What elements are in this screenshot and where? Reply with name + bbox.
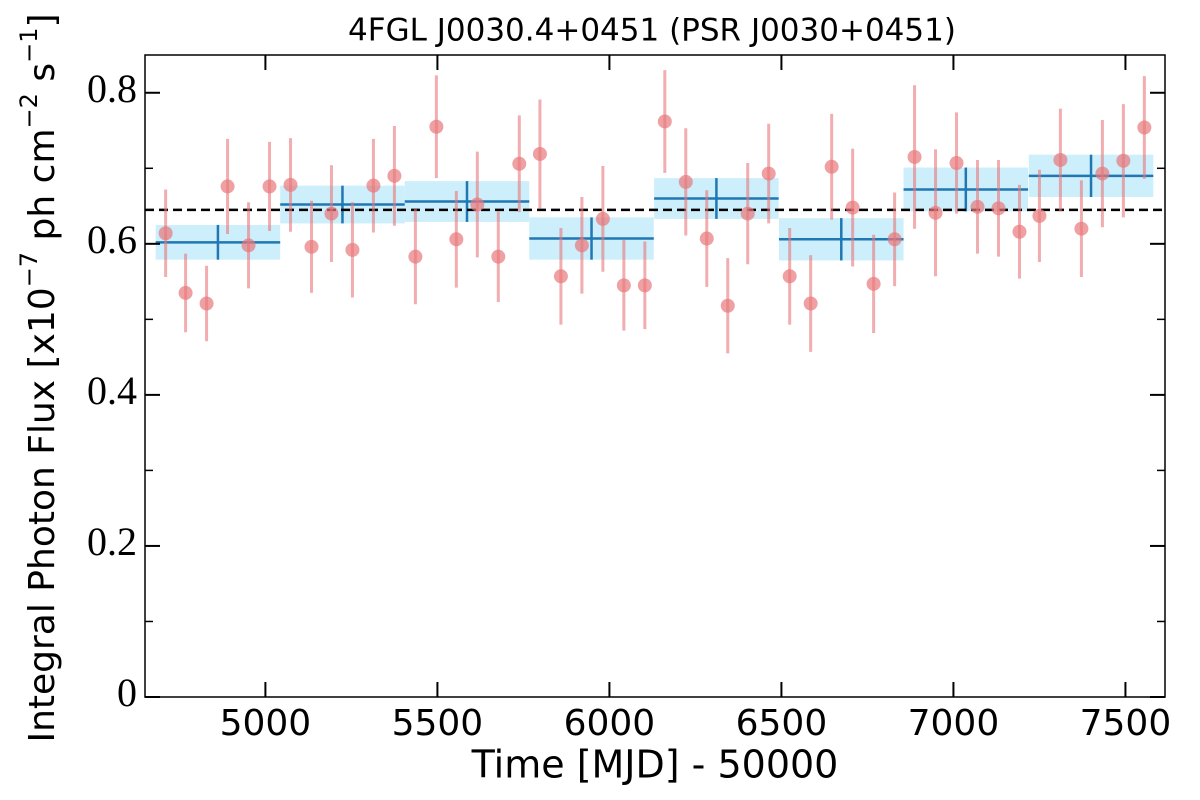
plot-frame bbox=[144, 54, 1166, 698]
point bbox=[429, 119, 444, 134]
point bbox=[387, 168, 402, 183]
point bbox=[1095, 166, 1110, 181]
point bbox=[720, 298, 735, 313]
point bbox=[1053, 152, 1068, 167]
point bbox=[345, 242, 360, 257]
point bbox=[616, 278, 631, 293]
point bbox=[740, 206, 755, 221]
point bbox=[678, 174, 693, 189]
point bbox=[199, 296, 214, 311]
y-axis-label-exponent: −7 bbox=[15, 252, 43, 287]
point bbox=[1116, 153, 1131, 168]
point bbox=[220, 179, 235, 194]
y-axis-label-part: s bbox=[22, 63, 63, 93]
point bbox=[595, 211, 610, 226]
point bbox=[158, 226, 173, 241]
point bbox=[845, 200, 860, 215]
chart-title: 4FGL J0030.4+0451 (PSR J0030+0451) bbox=[348, 13, 956, 49]
point bbox=[637, 278, 652, 293]
point bbox=[907, 149, 922, 164]
x-axis-label: Time [MJD] - 50000 bbox=[471, 743, 839, 787]
y-tick-label: 0.8 bbox=[87, 66, 137, 111]
point bbox=[532, 146, 547, 161]
point bbox=[262, 179, 277, 194]
point bbox=[782, 269, 797, 284]
point bbox=[512, 156, 527, 171]
point bbox=[449, 232, 464, 247]
point bbox=[1012, 224, 1027, 239]
point bbox=[553, 269, 568, 284]
point bbox=[324, 206, 339, 221]
point bbox=[928, 205, 943, 220]
point bbox=[178, 285, 193, 300]
point bbox=[949, 156, 964, 171]
point bbox=[824, 159, 839, 174]
x-tick-label: 7500 bbox=[1080, 703, 1172, 744]
point bbox=[283, 177, 298, 192]
point bbox=[970, 199, 985, 214]
y-axis-label: Integral Photon Flux [x10−7 ph cm−2 s−1] bbox=[15, 13, 63, 742]
y-axis-label-part: ] bbox=[22, 13, 63, 27]
point bbox=[470, 197, 485, 212]
point bbox=[887, 232, 902, 247]
point bbox=[1074, 221, 1089, 236]
point bbox=[803, 296, 818, 311]
y-axis-label-part: Integral Photon Flux [x10 bbox=[22, 287, 63, 742]
point bbox=[1137, 120, 1152, 135]
y-tick-label: 0 bbox=[117, 670, 137, 715]
point bbox=[304, 239, 319, 254]
x-tick-label: 6500 bbox=[736, 703, 828, 744]
point bbox=[761, 166, 776, 181]
point bbox=[657, 114, 672, 129]
point bbox=[699, 231, 714, 246]
point bbox=[574, 238, 589, 253]
x-tick-label: 7000 bbox=[908, 703, 1000, 744]
y-axis-label-exponent: −2 bbox=[15, 93, 43, 128]
y-tick-label: 0.2 bbox=[87, 519, 137, 564]
y-axis-label-exponent: −1 bbox=[15, 28, 43, 63]
x-tick-label: 5000 bbox=[220, 703, 312, 744]
point bbox=[408, 249, 423, 264]
point bbox=[241, 238, 256, 253]
point bbox=[366, 178, 381, 193]
x-tick-label: 6000 bbox=[564, 703, 656, 744]
point bbox=[866, 276, 881, 291]
y-tick-label: 0.6 bbox=[87, 217, 137, 262]
point bbox=[491, 249, 506, 264]
x-tick-label: 5500 bbox=[392, 703, 484, 744]
point bbox=[1032, 208, 1047, 223]
y-tick-label: 0.4 bbox=[87, 368, 137, 413]
point bbox=[991, 201, 1006, 216]
y-axis-label-part: ph cm bbox=[22, 128, 63, 251]
